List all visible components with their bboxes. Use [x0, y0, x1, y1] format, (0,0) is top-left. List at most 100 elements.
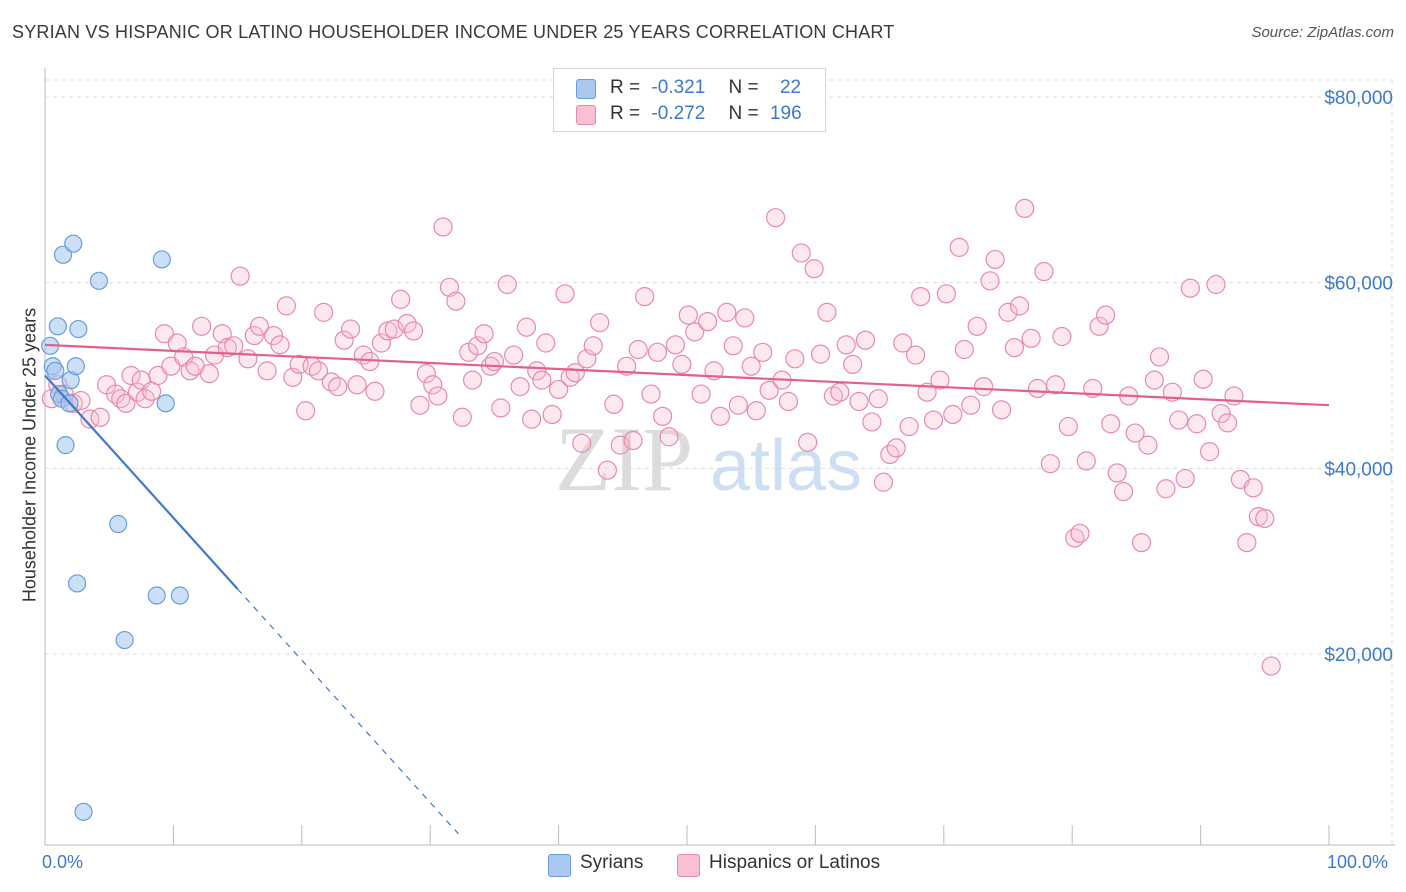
hispanic-point — [1217, 413, 1238, 433]
hispanic-point — [532, 370, 552, 390]
hispanic-point — [257, 361, 277, 381]
hispanic-point — [980, 271, 1000, 291]
hispanic-point — [610, 435, 630, 455]
watermark-zip: ZIP — [555, 408, 693, 510]
hispanic-point — [717, 302, 737, 322]
hispanic-point — [961, 395, 981, 415]
hispanic-point — [391, 289, 411, 309]
hispanic-point — [347, 375, 367, 395]
hispanic-point — [1101, 414, 1121, 434]
hispanic-point — [728, 395, 748, 415]
legend-n-value-hispanics: 196 — [769, 103, 802, 124]
hispanic-point — [1076, 451, 1096, 471]
hispanic-point — [590, 312, 610, 333]
hispanic-point — [121, 365, 141, 386]
hispanic-point — [765, 208, 786, 228]
syrian-point — [115, 630, 134, 650]
legend-r-label: R = — [610, 77, 641, 98]
hispanic-point — [623, 430, 643, 451]
hispanic-point — [522, 409, 542, 429]
hispanic-points — [41, 198, 1281, 676]
hispanic-point — [314, 302, 334, 322]
hispanic-point — [886, 438, 906, 458]
hispanic-point — [672, 354, 692, 374]
hispanic-point — [597, 460, 617, 480]
hispanic-point — [1199, 442, 1220, 462]
hispanic-point — [1169, 410, 1189, 430]
hispanic-point — [905, 345, 926, 365]
hispanic-point — [1009, 296, 1030, 316]
y-axis-label: Householder Income Under 25 years — [19, 307, 40, 603]
chart-title: SYRIAN VS HISPANIC OR LATINO HOUSEHOLDER… — [12, 22, 895, 42]
hispanic-point — [1156, 479, 1176, 499]
hispanic-point — [635, 286, 655, 307]
hispanic-point — [817, 302, 837, 322]
hispanic-point — [224, 336, 244, 356]
hispanic-point — [334, 330, 354, 350]
hispanic-point — [244, 325, 264, 346]
syrian-point — [48, 317, 67, 336]
bottom-legend-label-syrians: Syrians — [580, 852, 644, 873]
hispanic-point — [1107, 463, 1127, 483]
y-tick-label: $80,000 — [1324, 88, 1393, 109]
hispanic-point — [628, 339, 648, 360]
hispanic-point — [1027, 378, 1048, 399]
syrian-point — [46, 361, 65, 380]
hispanic-point — [135, 389, 155, 409]
hispanic-point — [723, 336, 743, 356]
hispanic-point — [868, 389, 888, 409]
hispanic-point — [270, 335, 290, 355]
hispanic-point — [1237, 532, 1257, 553]
hispanic-point — [759, 380, 779, 400]
hispanic-point — [791, 243, 811, 263]
hispanic-point — [1261, 656, 1281, 676]
hispanic-point — [911, 286, 931, 307]
hispanic-point — [710, 406, 730, 426]
watermark: ZIP atlas — [555, 408, 862, 510]
legend-r-label: R = — [610, 103, 641, 124]
hispanic-point — [647, 342, 668, 362]
hispanic-point — [116, 393, 136, 413]
hispanic-point — [491, 398, 511, 418]
x-tick-label-min: 0.0% — [42, 852, 84, 872]
hispanic-point — [985, 249, 1005, 270]
hispanic-point — [484, 351, 504, 372]
watermark-atlas: atlas — [710, 426, 862, 506]
legend-r-value-hispanics: -0.272 — [651, 103, 706, 124]
hispanic-point — [127, 382, 148, 402]
hispanic-point — [416, 364, 436, 384]
hispanic-point — [1052, 326, 1072, 347]
legend-swatch-syrians — [576, 79, 596, 99]
hispanic-point — [428, 386, 448, 406]
hispanic-point — [653, 406, 673, 426]
y-tick-labels: $20,000 $40,000 $60,000 $80,000 — [1324, 88, 1393, 666]
hispanic-point — [936, 284, 956, 304]
hispanic-point — [893, 333, 913, 353]
hispanic-point — [263, 325, 284, 346]
legend-n-value-syrians: 22 — [779, 77, 802, 98]
hispanic-point — [516, 317, 537, 337]
hispanic-point — [474, 324, 494, 344]
x-tick-label-max: 100.0% — [1327, 852, 1389, 872]
hispanic-point — [276, 296, 296, 316]
hispanic-point — [365, 381, 385, 401]
hispanic-point — [998, 302, 1018, 322]
hispanic-point — [328, 377, 348, 397]
hispanic-point — [308, 361, 329, 381]
hispanic-point — [90, 407, 110, 427]
hispanic-point — [641, 384, 661, 404]
hispanic-point — [238, 349, 258, 369]
y-tick-label: $20,000 — [1324, 645, 1393, 666]
hispanic-point — [1180, 278, 1200, 298]
hispanic-point — [527, 361, 547, 381]
hispanic-point — [1255, 508, 1275, 529]
hispanic-point — [1045, 375, 1066, 395]
hispanic-point — [371, 333, 392, 353]
syrian-point — [156, 394, 175, 413]
hispanic-point — [917, 382, 937, 402]
hispanic-point — [1125, 423, 1145, 443]
bottom-legend-swatch-hispanics — [677, 854, 700, 877]
hispanic-point — [849, 391, 869, 412]
hispanic-point — [1004, 338, 1025, 358]
